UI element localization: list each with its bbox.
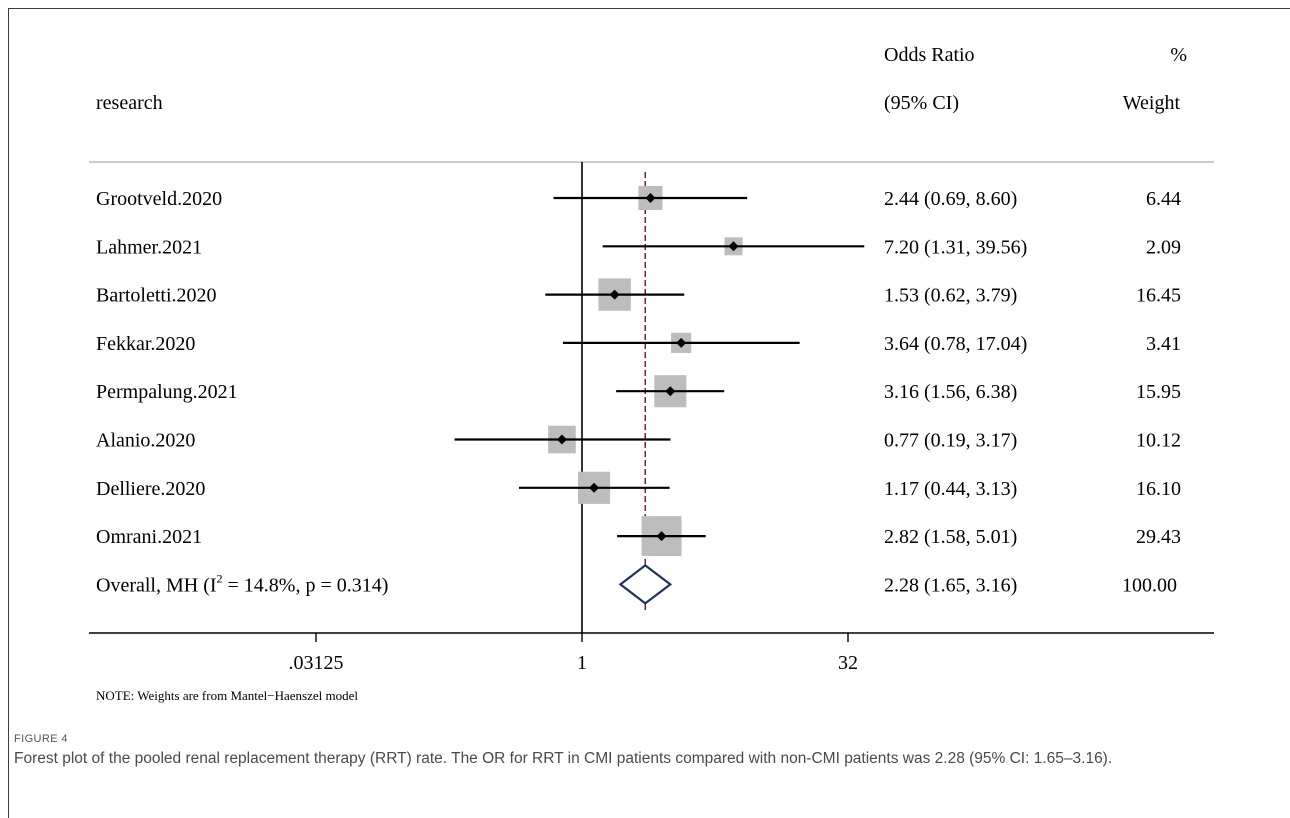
study-weight: 10.12 xyxy=(1136,430,1181,452)
study-weight: 2.09 xyxy=(1146,236,1181,258)
study-or-ci: 3.64 (0.78, 17.04) xyxy=(884,333,1027,355)
study-weight: 3.41 xyxy=(1146,333,1181,355)
x-tick-label: 32 xyxy=(838,652,858,674)
header-weight: Weight xyxy=(1123,92,1181,114)
study-label: Omrani.2021 xyxy=(96,526,202,548)
study-weight: 16.45 xyxy=(1136,285,1181,307)
x-tick-label: .03125 xyxy=(289,652,344,674)
study-label: Alanio.2020 xyxy=(96,430,195,452)
study-weight: 16.10 xyxy=(1136,478,1181,500)
study-weight: 6.44 xyxy=(1146,188,1181,210)
study-label: Bartoletti.2020 xyxy=(96,285,217,307)
header-percent: % xyxy=(1170,44,1187,66)
study-or-ci: 1.53 (0.62, 3.79) xyxy=(884,285,1017,307)
pooled-diamond xyxy=(620,565,670,603)
figure-label: FIGURE 4 xyxy=(14,733,68,745)
study-label: Grootveld.2020 xyxy=(96,188,222,210)
study-or-ci: 7.20 (1.31, 39.56) xyxy=(884,236,1027,258)
study-label: Delliere.2020 xyxy=(96,478,205,500)
header-ci: (95% CI) xyxy=(884,92,959,114)
forest-plot: research Odds Ratio (95% CI) % Weight Gr… xyxy=(0,0,1290,730)
header-research: research xyxy=(96,92,163,114)
overall-or-ci: 2.28 (1.65, 3.16) xyxy=(884,574,1017,596)
study-or-ci: 3.16 (1.56, 6.38) xyxy=(884,381,1017,403)
study-weight: 15.95 xyxy=(1136,381,1181,403)
figure-caption: Forest plot of the pooled renal replacem… xyxy=(14,748,1274,770)
study-label: Lahmer.2021 xyxy=(96,236,202,258)
overall-label: Overall, MH (I2 = 14.8%, p = 0.314) xyxy=(96,571,388,596)
study-or-ci: 2.44 (0.69, 8.60) xyxy=(884,188,1017,210)
weights-note: NOTE: Weights are from Mantel−Haenszel m… xyxy=(96,688,358,703)
study-label: Permpalung.2021 xyxy=(96,381,238,403)
header-odds-ratio: Odds Ratio xyxy=(884,44,975,66)
study-weight: 29.43 xyxy=(1136,526,1181,548)
x-tick-label: 1 xyxy=(577,652,587,674)
study-or-ci: 2.82 (1.58, 5.01) xyxy=(884,526,1017,548)
study-label: Fekkar.2020 xyxy=(96,333,195,355)
study-or-ci: 0.77 (0.19, 3.17) xyxy=(884,430,1017,452)
overall-weight: 100.00 xyxy=(1122,574,1177,596)
study-or-ci: 1.17 (0.44, 3.13) xyxy=(884,478,1017,500)
